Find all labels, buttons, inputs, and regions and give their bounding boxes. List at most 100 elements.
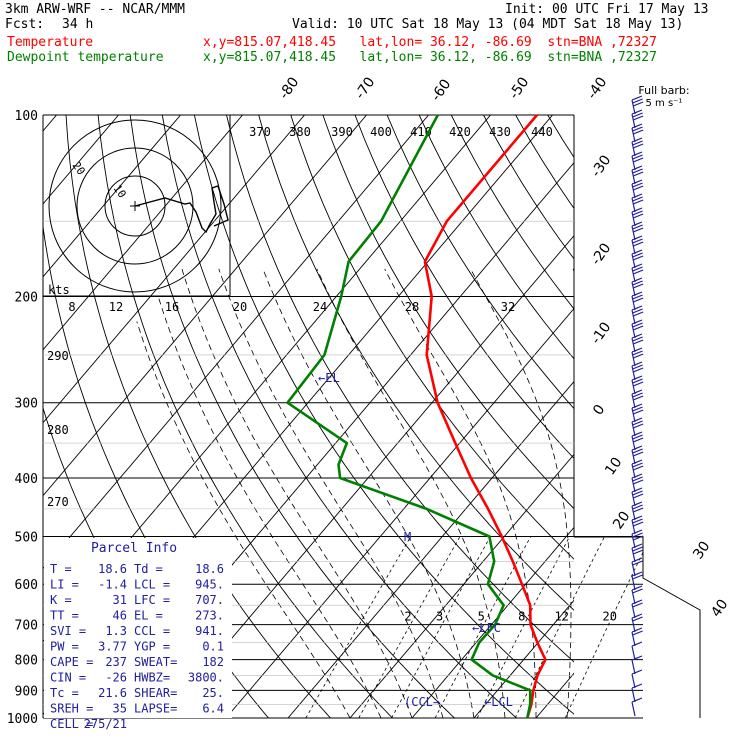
wind-barb-feather [632,549,644,555]
wind-barb-feather [631,347,643,353]
isotherm-label--50: -50 [506,74,532,102]
wind-barb-feather [631,641,643,647]
wind-barb-feather [632,280,643,286]
wind-barb-staff [631,645,636,661]
parcel-value: -1.4 [98,578,127,592]
wind-barb-feather [632,406,643,412]
wind-barb-feather [632,535,644,541]
wind-barb-feather [632,157,644,163]
wind-barb-staff [631,449,636,465]
theta-label-370: 370 [249,125,271,139]
wind-barb-feather [631,655,643,661]
wind-barb-feather [632,283,644,289]
wind-barb-staff [631,393,636,409]
wind-barb [631,221,644,241]
isotherm--120 [43,115,181,278]
lower-right-border [574,536,701,718]
isotherm-label-10: 10 [602,455,625,479]
dry-adiabat-300 [193,115,574,715]
wind-barb-feather [631,95,643,101]
parcel-key: HWBZ= [134,671,170,685]
wind-barb [631,179,644,199]
dry-adiabat-280 [129,115,456,718]
wind-barb-staff [631,309,636,325]
wind-barb-feather [631,529,643,535]
moist-adiabat-15 [316,268,506,718]
wind-barb [631,291,644,311]
model-title: 3km ARW-WRF -- NCAR/MMM [5,2,186,17]
wind-barb-feather [632,437,644,443]
pressure-label-700: 700 [15,619,38,634]
isotherm--40 [163,234,574,718]
wind-barb-feather [631,683,643,689]
valid-time: Valid: 10 UTC Sat 18 May 13 (04 MDT Sat … [292,17,684,32]
parcel-value: 3.77 [98,640,127,654]
wind-barb-feather [632,238,643,244]
wind-barb-staff [631,575,636,591]
wind-barb-feather [632,364,643,370]
wind-barb-feather [632,101,644,107]
wind-barb-staff [631,239,636,255]
theta-label-430: 430 [489,125,511,139]
lcl-marker: ←LCL [484,695,513,709]
temperature-legend-name: Temperature [7,35,94,50]
wind-barb-feather [632,560,643,566]
wind-barb-staff [631,589,636,605]
dewpoint-legend-name: Dewpoint temperature [7,50,164,65]
wind-barb [631,501,644,521]
dry-adiabat-410 [547,115,574,159]
isotherm--20 [287,380,574,718]
dry-adiabat-440 [644,115,740,731]
parcel-value: 46 [113,609,127,623]
parcel-key: T = [50,562,72,576]
wind-barb-feather [632,574,643,580]
wind-barb [631,361,644,381]
wind-barb-feather [632,476,643,482]
isotherm-label--40: -40 [584,74,610,102]
dewpoint-profile [286,114,532,719]
wind-barb [631,599,643,619]
moist-adiabat-25 [470,268,572,718]
speed-label-12: 12 [109,300,123,314]
wind-barb-feather [632,241,644,247]
wind-barb-feather [631,543,643,549]
pressure-label-500: 500 [15,530,38,545]
profile-series [286,114,547,719]
parcel-value: 1.3 [105,624,127,638]
dry-adiabat-430 [612,115,740,731]
mixing-ratio-label-2: 2 [404,610,411,624]
parcel-value: 237 [105,655,127,669]
isotherm--100 [43,115,305,424]
hodograph-ring-label-10: 10 [111,182,129,200]
wind-barb-feather [632,518,643,524]
theta-label-390: 390 [331,125,353,139]
wind-barb-feather [631,613,643,619]
moist-adiabat-0 [181,268,413,718]
parcel-key: LFC = [134,593,170,607]
wind-barb-feather [631,361,643,367]
wind-barb-feather [632,507,644,513]
wind-barb-staff [631,267,636,283]
parcel-key: EL = [134,609,163,623]
wind-barb-feather [631,445,643,451]
wind-barb [631,557,643,577]
wind-barb-feather [632,367,644,373]
parcel-value: 182 [202,655,224,669]
wind-barb-staff [631,169,636,185]
isotherm-50 [722,115,740,718]
wind-barb-staff [631,281,636,297]
hodograph-ring-2 [76,147,194,265]
wind-barb-feather [631,263,643,269]
pressure-label-400: 400 [15,472,38,487]
parcel-key: LAPSE= [134,702,177,716]
wind-barb-feather [632,213,644,219]
wind-barb-staff [631,659,636,675]
parcel-key: Tc = [50,686,79,700]
wind-barb-feather [632,196,643,202]
wind-barb [631,193,644,213]
wind-barb [631,655,643,675]
dry-adiabat-450 [676,115,740,731]
parcel-value: 6.4 [202,702,224,716]
hodograph-ring-label-20: 20 [70,159,88,177]
parcel-key: PW = [50,640,79,654]
